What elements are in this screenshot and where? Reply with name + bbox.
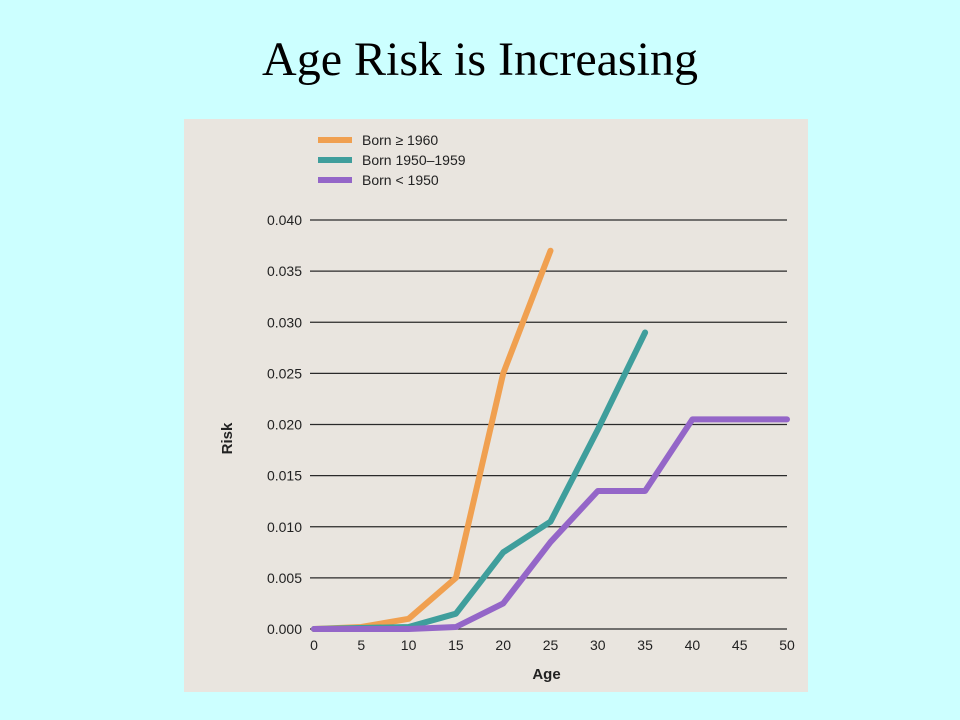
x-tick-label: 20 (495, 637, 511, 653)
y-tick-label: 0.015 (267, 468, 302, 484)
tick-layer: 0.000 0.005 0.010 0.015 0.020 0.025 0.030 0.035… (267, 212, 795, 653)
y-tick-label: 0.000 (267, 621, 302, 637)
y-tick-label: 0.035 (267, 263, 302, 279)
x-tick-label: 35 (637, 637, 653, 653)
series-line-2 (311, 416, 790, 632)
legend-label: Born < 1950 (362, 172, 439, 188)
x-tick-label: 30 (590, 637, 606, 653)
risk-line-chart: Born ≥ 1960 Born 1950–1959 Born < 1950 0.0… (219, 132, 795, 683)
x-tick-label: 10 (401, 637, 417, 653)
legend-label: Born ≥ 1960 (362, 132, 438, 148)
y-tick-label: 0.005 (267, 570, 302, 586)
y-tick-label: 0.020 (267, 417, 302, 433)
chart-panel: Born ≥ 1960 Born 1950–1959 Born < 1950 0.0… (184, 119, 808, 692)
y-tick-label: 0.030 (267, 314, 302, 330)
slide-title: Age Risk is Increasing (262, 33, 698, 86)
y-tick-label: 0.040 (267, 212, 302, 228)
grid-layer (310, 219, 787, 630)
x-tick-label: 15 (448, 637, 464, 653)
y-tick-label: 0.025 (267, 365, 302, 381)
x-tick-label: 50 (779, 637, 795, 653)
x-tick-label: 45 (732, 637, 748, 653)
x-tick-label: 25 (543, 637, 559, 653)
x-tick-label: 40 (685, 637, 701, 653)
x-tick-label: 0 (310, 637, 318, 653)
x-tick-label: 5 (357, 637, 365, 653)
series-line-0 (311, 247, 554, 632)
series-layer (311, 247, 790, 632)
legend: Born ≥ 1960 Born 1950–1959 Born < 1950 (318, 132, 466, 188)
legend-label: Born 1950–1959 (362, 152, 466, 168)
y-axis-label: Risk (219, 422, 236, 454)
x-axis-label: Age (532, 666, 560, 683)
y-tick-label: 0.010 (267, 519, 302, 535)
